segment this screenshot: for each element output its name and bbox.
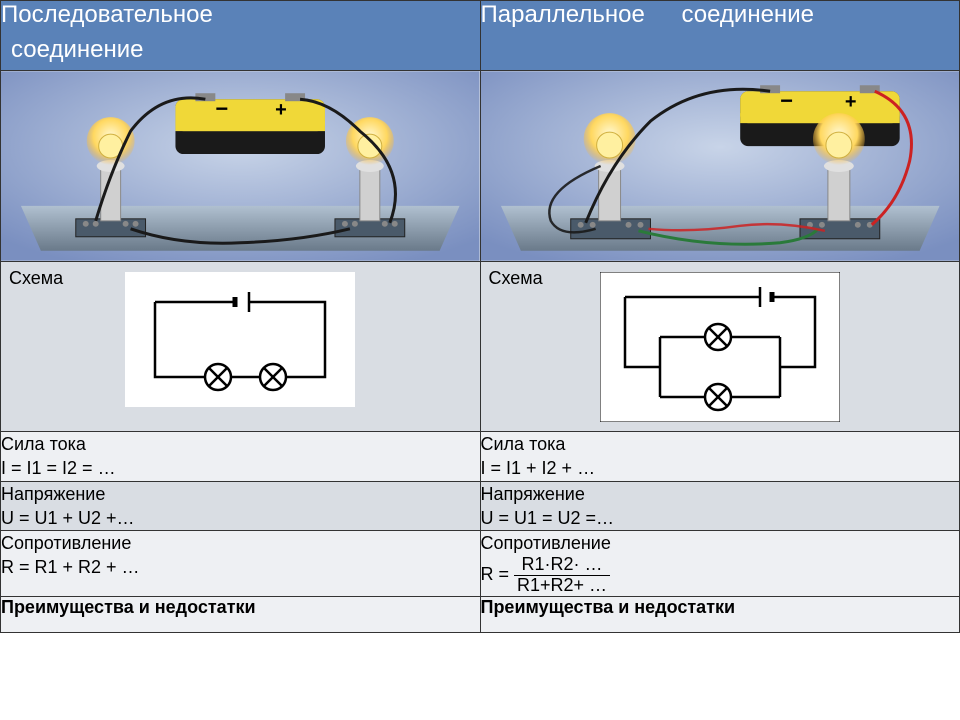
header-parallel-word2: соединение xyxy=(681,1,813,28)
resistance-series-cell: Сопротивление R = R1 + R2 + … xyxy=(1,531,481,597)
resistance-row: Сопротивление R = R1 + R2 + … Сопротивле… xyxy=(1,531,960,597)
parallel-circuit-illustration: − + xyxy=(481,71,960,261)
current-series-formula: I = I1 = I2 = … xyxy=(1,456,480,480)
voltage-series-cell: Напряжение U = U1 + U2 +… xyxy=(1,481,481,531)
schema-parallel-cell: Схема xyxy=(480,262,960,432)
schema-row: Схема Схема xyxy=(1,262,960,432)
voltage-title: Напряжение xyxy=(1,482,480,506)
parallel-schematic xyxy=(600,272,840,422)
svg-text:+: + xyxy=(275,99,287,121)
resistance-parallel-formula: R = R1·R2· … R1+R2+ … xyxy=(481,555,960,596)
header-series-line2: соединение xyxy=(11,36,143,64)
fraction-denominator: R1+R2+ … xyxy=(514,576,610,596)
current-parallel-cell: Сила тока I = I1 + I2 + … xyxy=(480,432,960,482)
current-title: Сила тока xyxy=(1,432,480,456)
series-schematic xyxy=(125,272,355,407)
series-circuit-illustration: − + xyxy=(1,71,480,261)
illus-series-cell: − + xyxy=(1,71,481,262)
advantages-series: Преимущества и недостатки xyxy=(1,597,481,633)
svg-text:−: − xyxy=(780,88,793,113)
schema-series-cell: Схема xyxy=(1,262,481,432)
header-row: Последовательное соединение Параллельное… xyxy=(1,1,960,71)
voltage-title: Напряжение xyxy=(481,482,960,506)
battery-icon: − + xyxy=(175,93,325,154)
current-title: Сила тока xyxy=(481,432,960,456)
resistance-title: Сопротивление xyxy=(481,531,960,555)
current-row: Сила тока I = I1 = I2 = … Сила тока I = … xyxy=(1,432,960,482)
comparison-table: Последовательное соединение Параллельное… xyxy=(0,0,960,633)
current-parallel-formula: I = I1 + I2 + … xyxy=(481,456,960,480)
resistance-prefix: R = xyxy=(481,565,515,585)
voltage-parallel-cell: Напряжение U = U1 = U2 =… xyxy=(480,481,960,531)
current-series-cell: Сила тока I = I1 = I2 = … xyxy=(1,432,481,482)
header-parallel: Параллельное соединение xyxy=(480,1,960,71)
resistance-title: Сопротивление xyxy=(1,531,480,555)
illus-parallel-cell: − + xyxy=(480,71,960,262)
voltage-parallel-formula: U = U1 = U2 =… xyxy=(481,506,960,530)
header-series: Последовательное соединение xyxy=(1,1,481,71)
header-parallel-word1: Параллельное xyxy=(481,1,645,28)
voltage-series-formula: U = U1 + U2 +… xyxy=(1,506,480,530)
advantages-row: Преимущества и недостатки Преимущества и… xyxy=(1,597,960,633)
fraction-numerator: R1·R2· … xyxy=(514,555,610,576)
illustration-row: − + xyxy=(1,71,960,262)
svg-text:−: − xyxy=(215,96,228,121)
header-series-line1: Последовательное xyxy=(1,1,480,29)
resistance-series-formula: R = R1 + R2 + … xyxy=(1,555,480,579)
voltage-row: Напряжение U = U1 + U2 +… Напряжение U =… xyxy=(1,481,960,531)
fraction: R1·R2· … R1+R2+ … xyxy=(514,555,610,596)
svg-text:+: + xyxy=(844,91,856,113)
advantages-parallel: Преимущества и недостатки xyxy=(480,597,960,633)
resistance-parallel-cell: Сопротивление R = R1·R2· … R1+R2+ … xyxy=(480,531,960,597)
